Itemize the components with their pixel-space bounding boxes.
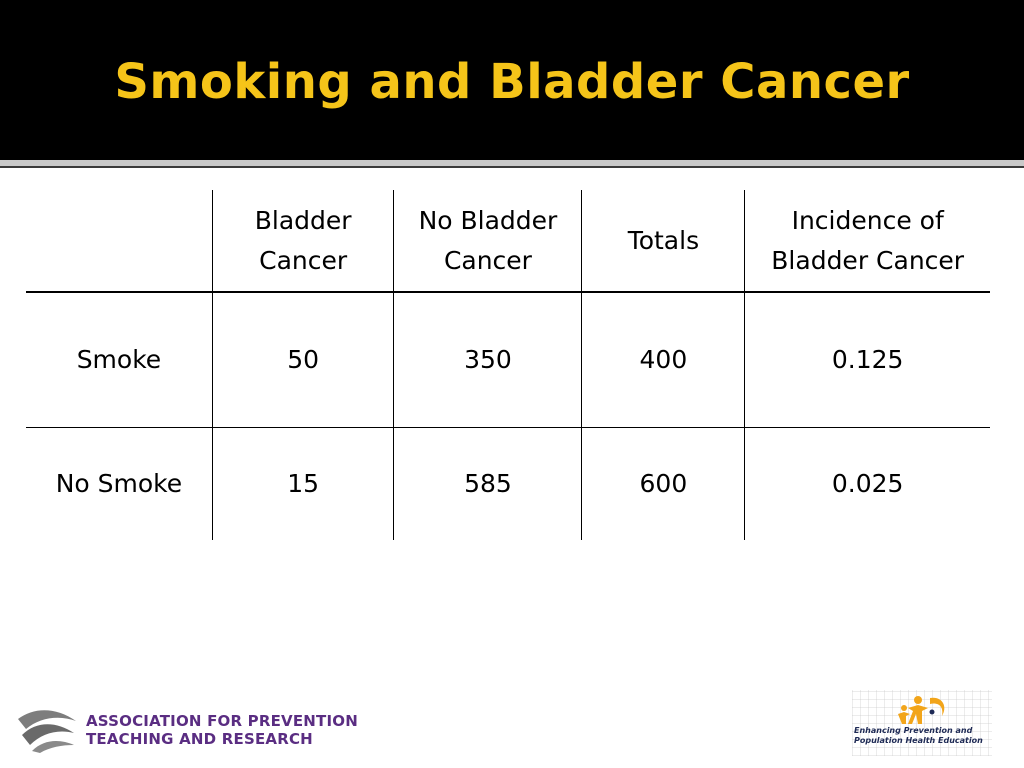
cell-no-smoke-bladder-cancer: 15 (211, 427, 394, 540)
header-totals: Totals (581, 190, 745, 293)
title-divider-shadow (0, 166, 1024, 168)
aptr-swoosh-icon (18, 710, 76, 753)
cell-no-smoke-incidence: 0.025 (744, 427, 990, 540)
epphe-wordmark: Enhancing Prevention and Population Heal… (854, 726, 990, 746)
aptr-logo: ASSOCIATION FOR PREVENTION TEACHING AND … (16, 700, 376, 760)
cell-smoke-bladder-cancer: 50 (211, 292, 394, 428)
cell-no-smoke-totals: 600 (581, 427, 745, 540)
slide-title: Smoking and Bladder Cancer (114, 54, 910, 110)
aptr-line1: ASSOCIATION FOR PREVENTION (86, 712, 358, 730)
title-divider (0, 160, 1024, 166)
table-row: Smoke 50 350 400 0.125 (26, 292, 990, 428)
header-cell-empty (26, 190, 213, 293)
cell-no-smoke-no-bladder-cancer: 585 (393, 427, 582, 540)
cell-smoke-totals: 400 (581, 292, 745, 428)
header-row: Bladder Cancer No Bladder Cancer Totals … (26, 190, 990, 293)
title-bar: Smoking and Bladder Cancer (0, 0, 1024, 160)
aptr-line2: TEACHING AND RESEARCH (86, 730, 313, 748)
contingency-table: Bladder Cancer No Bladder Cancer Totals … (26, 190, 990, 540)
epphe-line1: Enhancing Prevention and (854, 726, 973, 735)
header-no-bladder-cancer-text: No Bladder Cancer (418, 205, 558, 275)
cell-smoke-no-bladder-cancer: 350 (393, 292, 582, 428)
header-incidence-text: Incidence of Bladder Cancer (771, 205, 965, 275)
row-label-smoke: Smoke (26, 292, 213, 428)
epphe-line2: Population Health Education (854, 736, 983, 745)
table-row: No Smoke 15 585 600 0.025 (26, 427, 990, 540)
aptr-wordmark: ASSOCIATION FOR PREVENTION TEACHING AND … (86, 712, 358, 748)
cell-smoke-incidence: 0.125 (744, 292, 990, 428)
header-bladder-cancer-text: Bladder Cancer (254, 205, 352, 275)
row-label-no-smoke: No Smoke (55, 469, 183, 498)
header-bladder-cancer: Bladder Cancer (211, 190, 394, 293)
people-figures-icon (898, 696, 945, 724)
epphe-logo: Enhancing Prevention and Population Heal… (852, 690, 992, 756)
header-totals-text: Totals (627, 225, 700, 255)
header-incidence: Incidence of Bladder Cancer (744, 190, 990, 293)
header-no-bladder-cancer: No Bladder Cancer (393, 190, 582, 293)
